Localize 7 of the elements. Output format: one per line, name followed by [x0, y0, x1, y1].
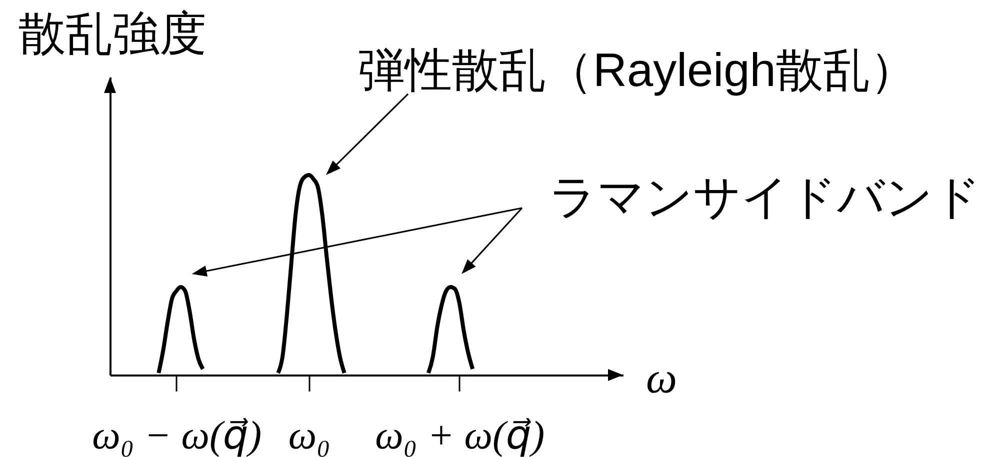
- x-tick-label: ω₀: [288, 412, 331, 457]
- y-axis-title: 散乱強度: [18, 6, 206, 60]
- x-tick-label: ω₀ + ω(q⃗): [375, 412, 545, 457]
- x-tick-label: ω₀ − ω(q⃗): [92, 412, 262, 457]
- annotation: ラマンサイドバンド: [549, 170, 981, 223]
- x-axis-title: ω: [646, 354, 678, 402]
- annotation: 弾性散乱（Rayleigh散乱）: [358, 43, 917, 96]
